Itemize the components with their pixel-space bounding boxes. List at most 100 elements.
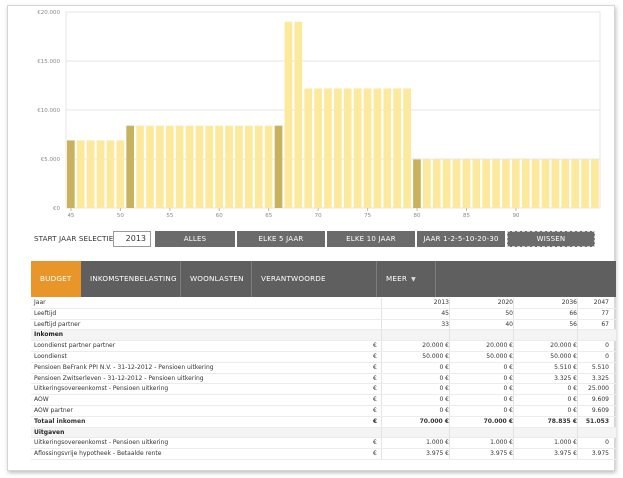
table-row: Pensioen BeFrank PPI N.V. - 31-12-2012 -… xyxy=(31,362,616,374)
value-cell: 1.000 € xyxy=(490,439,513,447)
row-label: Leeftijd partner xyxy=(34,320,81,328)
chart-bar xyxy=(373,88,382,208)
year-1-2-5-10-20-30-button[interactable]: JAAR 1-2-5-10-20-30 xyxy=(417,231,505,247)
column-divider xyxy=(449,405,450,416)
column-divider xyxy=(513,330,514,341)
x-tick-label: 50 xyxy=(117,213,124,219)
row-label: Leeftijd xyxy=(34,309,57,317)
tab-inkomstenbelasting[interactable]: INKOMSTENBELASTING xyxy=(81,261,181,297)
column-divider xyxy=(577,319,578,330)
column-divider xyxy=(577,362,578,373)
tab-meer[interactable]: MEER ▼ xyxy=(377,261,436,297)
column-divider xyxy=(381,319,382,330)
column-divider xyxy=(513,405,514,416)
column-divider xyxy=(449,395,450,406)
chart-bar xyxy=(353,88,362,208)
column-divider xyxy=(449,449,450,460)
column-divider xyxy=(381,427,382,438)
column-divider xyxy=(449,438,450,449)
clear-button[interactable]: WISSEN xyxy=(507,231,595,247)
column-divider xyxy=(577,298,578,308)
chart-bar xyxy=(482,159,491,208)
chart-bar xyxy=(403,88,411,208)
tab-meer-label: MEER xyxy=(386,274,408,283)
row-label: Uitgaven xyxy=(34,428,65,436)
row-label: Inkomen xyxy=(34,331,64,339)
column-divider xyxy=(513,351,514,362)
value-cell: 56 xyxy=(569,320,577,328)
column-divider xyxy=(381,405,382,416)
x-tick-label: 85 xyxy=(463,213,470,219)
x-tick-label: 45 xyxy=(67,213,74,219)
value-cell: 0 € xyxy=(439,374,449,382)
y-tick-label: €15.000 xyxy=(37,59,60,65)
row-label: Pensioen BeFrank PPI N.V. - 31-12-2012 -… xyxy=(34,363,214,371)
value-cell: 33 xyxy=(441,320,449,328)
tab-woonlasten[interactable]: WOONLASTEN xyxy=(181,261,252,297)
value-cell: 2020 xyxy=(497,299,513,306)
column-divider xyxy=(513,319,514,330)
chart-bar xyxy=(96,140,105,208)
value-cell: 0 € xyxy=(503,396,513,404)
tab-verantwoorde-hypotheek[interactable]: VERANTWOORDE HYPOTHEEK xyxy=(252,261,377,319)
value-cell: 0 € xyxy=(567,385,577,393)
column-divider xyxy=(513,341,514,352)
currency-symbol: € xyxy=(373,374,377,382)
table-row: Uitkeringsovereenkomst - Pensioen uitker… xyxy=(31,384,616,396)
x-tick-label: 65 xyxy=(265,213,272,219)
app-frame: €20.000 €15.000 €10.000 €5.000 €0 45 50 55 60 65 7… xyxy=(7,5,616,471)
column-divider xyxy=(381,298,382,308)
value-cell: 50.000 € xyxy=(550,352,577,360)
x-tick-label: 75 xyxy=(364,213,371,219)
every-10-years-button[interactable]: ELKE 10 JAAR xyxy=(327,231,415,247)
chart-bar xyxy=(136,125,144,208)
value-cell: 3.975 € xyxy=(490,450,513,458)
column-divider xyxy=(577,341,578,352)
column-divider xyxy=(513,373,514,384)
value-cell: 0 € xyxy=(439,406,449,414)
chart-bar xyxy=(472,159,481,208)
chart-bar xyxy=(432,159,441,208)
value-cell: 9.609 xyxy=(591,396,609,404)
value-cell: 0 € xyxy=(503,385,513,393)
column-divider xyxy=(449,308,450,319)
every-5-years-button[interactable]: ELKE 5 JAAR xyxy=(237,231,325,247)
tab-budget-label: BUDGET xyxy=(40,274,72,283)
column-divider xyxy=(449,362,450,373)
start-year-controls: START JAAR SELECTIE: 2013 ALLES ELKE 5 J… xyxy=(8,228,616,250)
chart-bar xyxy=(185,125,194,208)
value-cell: 45 xyxy=(441,309,449,317)
column-divider xyxy=(381,416,382,427)
value-cell: 0 € xyxy=(567,406,577,414)
chart-bar xyxy=(264,125,273,208)
currency-symbol: € xyxy=(373,342,377,350)
value-cell: 40 xyxy=(505,320,513,328)
start-year-input[interactable]: 2013 xyxy=(113,231,151,247)
currency-symbol: € xyxy=(373,352,377,360)
value-cell: 5.510 € xyxy=(554,363,577,371)
column-divider xyxy=(577,438,578,449)
value-cell: 0 € xyxy=(503,363,513,371)
column-divider xyxy=(577,351,578,362)
value-cell: 70.000 € xyxy=(419,417,449,425)
chart-bar xyxy=(245,125,253,208)
currency-symbol: € xyxy=(373,417,378,425)
tab-woonlasten-label: WOONLASTEN xyxy=(190,274,244,283)
chart-bar xyxy=(215,125,224,208)
column-divider xyxy=(381,373,382,384)
table-row: Jaar 2013 2020 2036 2047 xyxy=(31,298,616,309)
value-cell: 50 xyxy=(505,309,513,317)
x-tick-label: 60 xyxy=(216,213,223,219)
tab-budget[interactable]: BUDGET xyxy=(31,261,81,297)
chart-bar xyxy=(561,159,570,208)
value-cell: 66 xyxy=(569,309,577,317)
column-divider xyxy=(449,373,450,384)
chart-bar xyxy=(531,159,540,208)
chart-bar xyxy=(76,140,85,208)
column-divider xyxy=(449,384,450,395)
all-button[interactable]: ALLES xyxy=(155,231,235,247)
currency-symbol: € xyxy=(373,439,377,447)
chart-bar xyxy=(106,140,115,208)
chart-bar xyxy=(146,125,154,208)
column-divider xyxy=(577,405,578,416)
